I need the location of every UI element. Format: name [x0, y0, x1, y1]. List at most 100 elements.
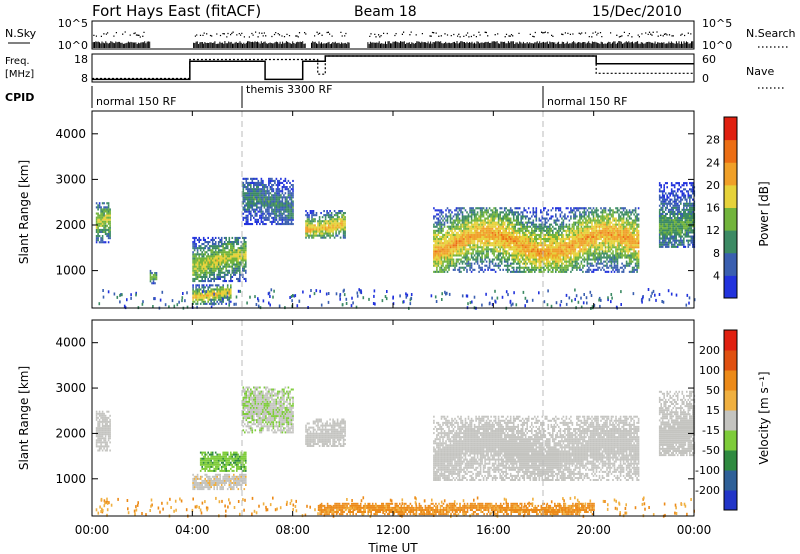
- echo-cell: [446, 252, 449, 255]
- echo-cell: [482, 260, 485, 263]
- echo-cell: [607, 270, 610, 273]
- echo-cell: [606, 233, 608, 236]
- echo-cell: [627, 256, 629, 259]
- echo-cell: [541, 229, 544, 232]
- echo-cell: [583, 233, 586, 236]
- echo-cell: [199, 261, 202, 264]
- nsky-tick-bottom: 10^0: [58, 39, 88, 52]
- echo-cell: [467, 223, 470, 226]
- echo-cell: [488, 225, 491, 228]
- echo-cell: [234, 236, 237, 239]
- echo-cell: [103, 224, 105, 227]
- echo-cell: [518, 260, 521, 263]
- echo-cell: [449, 225, 452, 228]
- echo-cell: [454, 242, 456, 245]
- echo-cell: [263, 206, 266, 209]
- echo-cell: [455, 242, 458, 245]
- echo-cell: [562, 268, 565, 271]
- echo-cell: [503, 207, 506, 210]
- echo-cell: [247, 214, 249, 217]
- echo-cell: [540, 252, 542, 255]
- echo-cell: [550, 242, 553, 245]
- echo-cell: [454, 248, 456, 251]
- echo-cell: [452, 246, 455, 249]
- echo-cell: [612, 235, 614, 238]
- echo-cell: [543, 238, 545, 241]
- echo-cell: [595, 252, 598, 255]
- echo-cell: [564, 240, 566, 243]
- echo-cell: [247, 177, 249, 180]
- echo-cell: [538, 235, 541, 238]
- echo-cell: [544, 219, 547, 222]
- echo-cell: [583, 235, 586, 238]
- echo-cell: [613, 244, 616, 247]
- echo-cell: [493, 217, 495, 220]
- echo-cell: [606, 252, 608, 255]
- echo-cell: [193, 245, 196, 248]
- echo-cell: [472, 211, 474, 214]
- echo-cell: [616, 238, 619, 241]
- echo-cell: [603, 250, 605, 253]
- echo-cell: [580, 260, 583, 263]
- echo-cell: [308, 220, 310, 223]
- echo-cell: [445, 268, 447, 271]
- echo-cell: [505, 235, 507, 238]
- echo-cell: [573, 207, 575, 210]
- echo-cell: [521, 235, 524, 238]
- echo-cell: [552, 258, 554, 261]
- echo-cell: [571, 266, 574, 269]
- echo-cell: [198, 288, 200, 291]
- echo-cell: [524, 227, 527, 230]
- echo-cell: [613, 235, 616, 238]
- echo-cell: [448, 250, 450, 253]
- echo-cell: [236, 265, 238, 268]
- echo-cell: [217, 257, 220, 260]
- echo-cell: [217, 269, 220, 272]
- echo-cell: [292, 212, 294, 215]
- echo-cell: [449, 242, 452, 245]
- echo-cell: [571, 264, 574, 267]
- echo-cell: [439, 266, 441, 269]
- echo-cell: [612, 225, 614, 228]
- echo-cell: [231, 259, 234, 262]
- echo-cell: [437, 233, 440, 236]
- echo-cell: [193, 241, 196, 244]
- echo-cell: [574, 231, 577, 234]
- echo-cell: [463, 215, 465, 218]
- echo-cell: [97, 204, 99, 207]
- echo-cell: [524, 215, 527, 218]
- echo-cell: [529, 221, 532, 224]
- echo-cell: [260, 216, 263, 219]
- echo-cell: [541, 260, 544, 263]
- echo-cell: [568, 264, 571, 267]
- echo-cell: [574, 244, 577, 247]
- echo-cell: [306, 228, 309, 231]
- echo-cell: [281, 181, 284, 184]
- echo-cell: [481, 207, 483, 210]
- echo-cell: [253, 204, 255, 207]
- echo-cell: [618, 235, 620, 238]
- echo-cell: [544, 248, 547, 251]
- echo-cell: [454, 250, 456, 253]
- echo-cell: [521, 270, 524, 273]
- echo-cell: [196, 292, 199, 295]
- echo-cell: [482, 229, 485, 232]
- echo-cell: [603, 252, 605, 255]
- echo-cell: [223, 288, 226, 291]
- echo-cell: [622, 235, 625, 238]
- echo-cell: [312, 214, 315, 217]
- echo-cell: [476, 238, 479, 241]
- echo-cell: [210, 280, 212, 283]
- echo-cell: [220, 261, 223, 264]
- echo-cell: [330, 218, 333, 221]
- echo-cell: [217, 292, 220, 295]
- echo-cell: [481, 256, 483, 259]
- echo-cell: [242, 190, 245, 193]
- echo-cell: [586, 260, 589, 263]
- echo-cell: [493, 235, 495, 238]
- echo-cell: [463, 221, 465, 224]
- echo-cell: [517, 270, 519, 273]
- echo-cell: [445, 238, 447, 241]
- echo-cell: [195, 255, 197, 258]
- echo-cell: [588, 266, 590, 269]
